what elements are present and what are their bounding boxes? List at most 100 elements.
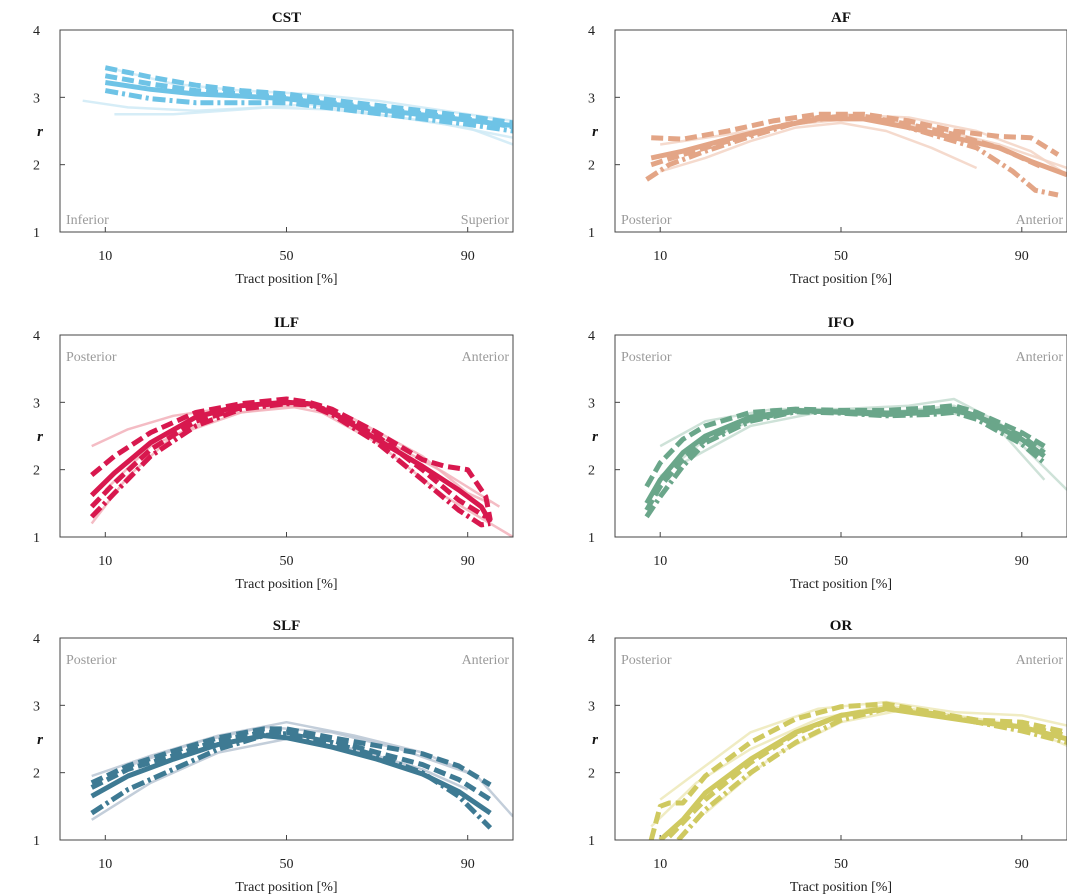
y-tick-label: 3 (588, 396, 595, 411)
x-tick-label: 50 (834, 857, 848, 872)
series-line-light (659, 121, 978, 173)
series-group (89, 396, 513, 537)
series-line-dashdot (89, 401, 491, 528)
y-tick-label: 2 (588, 464, 595, 479)
panel-title: AF (831, 10, 851, 26)
series-line-dashdot (645, 113, 1059, 198)
x-tick-label: 10 (98, 857, 112, 872)
x-tick-label: 10 (653, 249, 667, 264)
y-tick-label: 1 (33, 226, 40, 241)
x-tick-label: 90 (1015, 857, 1029, 872)
x-tick-label: 90 (1015, 249, 1029, 264)
y-tick-label: 1 (33, 834, 40, 849)
annotation-left: Posterior (621, 213, 672, 228)
y-tick-label: 2 (33, 464, 40, 479)
panel-slf: SLF 1 2 3 4 10 50 90 Tract position [%] r Posterio… (33, 618, 514, 895)
series-line-dashed (90, 726, 492, 787)
annotation-right: Anterior (1016, 653, 1064, 668)
x-tick-label: 90 (1015, 554, 1029, 569)
panel-ilf: ILF 1 2 3 4 10 50 90 Tract position [%] r Posterio… (33, 315, 514, 592)
series-line-light (104, 404, 491, 505)
annotation-right: Anterior (462, 653, 510, 668)
series-line-dashed (651, 111, 1060, 157)
series-group (645, 111, 1067, 198)
y-tick-label: 3 (33, 699, 40, 714)
series-line-light (90, 404, 513, 537)
x-tick-label: 50 (834, 554, 848, 569)
x-tick-label: 50 (280, 249, 294, 264)
annotation-left: Posterior (621, 653, 672, 668)
series-group (644, 397, 1067, 519)
y-tick-label: 3 (588, 699, 595, 714)
plot-frame (59, 637, 514, 841)
y-tick-label: 1 (588, 226, 595, 241)
x-axis-label: Tract position [%] (790, 577, 892, 592)
panel-ifo: IFO 1 2 3 4 10 50 90 Tract position [%] r Posterio… (588, 315, 1067, 592)
x-tick-label: 90 (461, 249, 475, 264)
y-axis-label: r (37, 124, 43, 140)
y-tick-label: 4 (588, 632, 595, 647)
series-line-dashed (90, 396, 493, 521)
series-line-solid (90, 733, 492, 816)
panel-af: AF 1 2 3 4 10 50 90 Tract position [%] r Posterior… (588, 10, 1067, 287)
panel-cst: CST 1 2 3 4 10 50 90 Tract position [%] r Inferior… (33, 10, 514, 287)
annotation-left: Posterior (621, 350, 672, 365)
x-tick-label: 10 (98, 249, 112, 264)
plot-frame (614, 637, 1067, 841)
annotation-right: Anterior (462, 350, 510, 365)
y-tick-label: 2 (588, 159, 595, 174)
annotation-left: Posterior (66, 350, 117, 365)
y-tick-label: 3 (33, 396, 40, 411)
panel-title: IFO (828, 315, 855, 331)
plot-frame (614, 334, 1067, 538)
x-tick-label: 10 (653, 857, 667, 872)
x-tick-label: 50 (280, 554, 294, 569)
x-tick-label: 50 (280, 857, 294, 872)
series-line-dashed (650, 113, 1046, 171)
series-line-light (104, 65, 513, 123)
plot-frame (614, 29, 1067, 233)
plot-frame (59, 29, 514, 233)
x-axis-label: Tract position [%] (235, 577, 337, 592)
annotation-left: Inferior (66, 213, 109, 228)
annotation-right: Anterior (1016, 213, 1064, 228)
panel-title: CST (272, 10, 301, 26)
x-tick-label: 10 (653, 554, 667, 569)
x-tick-label: 50 (834, 249, 848, 264)
y-tick-label: 2 (33, 767, 40, 782)
panel-title: ILF (274, 315, 299, 331)
panel-title: SLF (273, 618, 301, 634)
plot-frame (59, 334, 514, 538)
y-tick-label: 3 (33, 91, 40, 106)
x-axis-label: Tract position [%] (790, 880, 892, 895)
y-axis-label: r (592, 124, 598, 140)
x-axis-label: Tract position [%] (790, 272, 892, 287)
series-group (82, 65, 513, 146)
y-tick-label: 1 (588, 531, 595, 546)
series-line-dashed (644, 406, 1046, 512)
series-line-dashdot (104, 88, 513, 134)
y-tick-label: 4 (588, 24, 595, 39)
y-axis-label: r (592, 429, 598, 445)
x-tick-label: 90 (461, 857, 475, 872)
y-tick-label: 2 (33, 159, 40, 174)
series-line-dashed (89, 399, 488, 519)
series-line-dashdot (90, 731, 493, 830)
y-tick-label: 1 (33, 531, 40, 546)
y-tick-label: 4 (33, 24, 40, 39)
x-axis-label: Tract position [%] (235, 880, 337, 895)
y-axis-label: r (37, 732, 43, 748)
series-group (90, 720, 513, 830)
annotation-right: Superior (461, 213, 510, 228)
y-tick-label: 4 (588, 329, 595, 344)
series-line-dashdot (676, 706, 1067, 840)
series-group (648, 700, 1067, 840)
y-tick-label: 4 (33, 329, 40, 344)
panel-or: OR 1 2 3 4 10 50 90 Tract position [%] r Posterior… (588, 618, 1067, 895)
y-tick-label: 2 (588, 767, 595, 782)
series-line-dashed (104, 65, 513, 126)
panel-title: OR (830, 618, 853, 634)
y-axis-label: r (592, 732, 598, 748)
y-tick-label: 3 (588, 91, 595, 106)
